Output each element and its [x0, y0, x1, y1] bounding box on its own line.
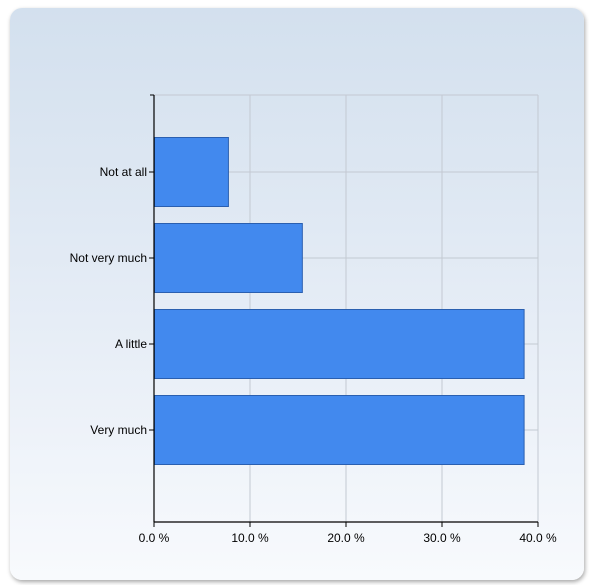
x-tick-label: 10.0 % — [231, 531, 269, 545]
chart-panel — [10, 8, 584, 580]
y-tick-label: A little — [115, 337, 147, 351]
axes — [149, 94, 539, 527]
x-tick-label: 20.0 % — [327, 531, 365, 545]
bar — [154, 395, 525, 465]
x-tick-label: 30.0 % — [423, 531, 461, 545]
bar — [154, 223, 303, 293]
tick-labels: 0.0 % 10.0 % 20.0 % 30.0 % 40.0 % Not at all N… — [70, 165, 557, 545]
bar — [154, 309, 525, 379]
bar — [154, 137, 229, 207]
x-tick-label: 40.0 % — [519, 531, 557, 545]
y-tick-label: Very much — [90, 423, 147, 437]
y-tick-label: Not very much — [70, 251, 147, 265]
y-tick-label: Not at all — [100, 165, 147, 179]
bars — [154, 137, 525, 465]
x-tick-label: 0.0 % — [139, 531, 170, 545]
